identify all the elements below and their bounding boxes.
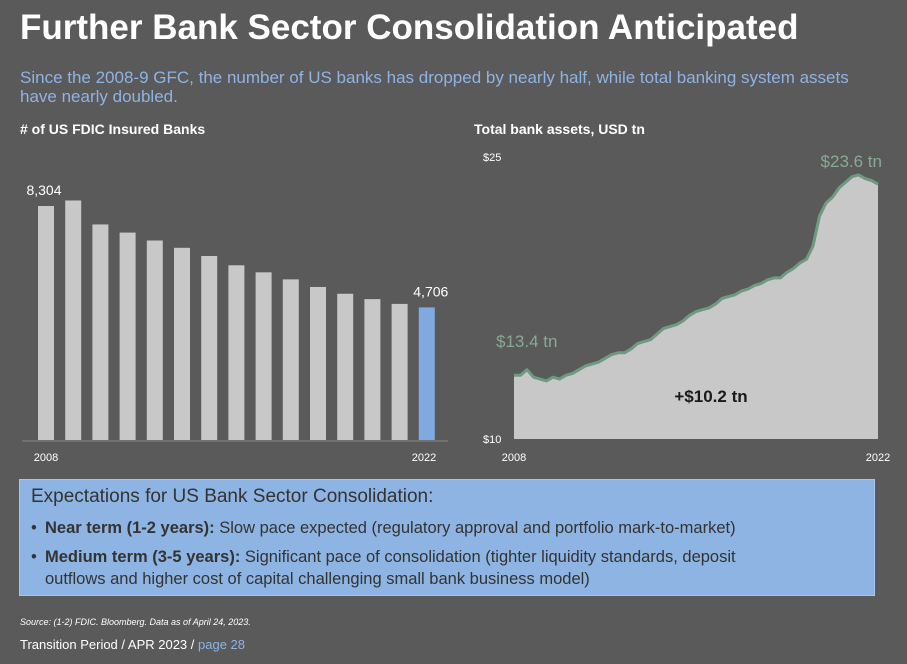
bar-data-label: 4,706 [413, 283, 448, 299]
area-start-annotation: $13.4 tn [496, 332, 557, 351]
medium-term-label: Medium term (3-5 years): [45, 548, 241, 566]
bar [146, 240, 163, 440]
bar [255, 272, 272, 440]
medium-term-bullet: • Medium term (3-5 years): Significant pa… [31, 546, 861, 590]
bar [310, 286, 326, 440]
page-title: Further Bank Sector Consolidation Antici… [20, 8, 799, 47]
source-note: Source: (1-2) FDIC. Bloomberg. Data as o… [20, 617, 251, 627]
expectations-box: Expectations for US Bank Sector Consolid… [19, 479, 875, 596]
page-number-link[interactable]: page 28 [198, 637, 246, 652]
area-fill [514, 174, 878, 439]
area-series-line [514, 173, 879, 383]
medium-term-text-continued: outflows and higher cost of capital chal… [45, 570, 590, 588]
bar [92, 224, 109, 440]
area-change-annotation: +$10.2 tn [674, 387, 747, 406]
bar-x-tick-label: 2022 [412, 452, 436, 464]
medium-term-text: Significant pace of consolidation (tight… [240, 548, 736, 566]
area-x-tick-label: 2022 [866, 452, 890, 464]
bar [228, 265, 245, 440]
bar-highlight [418, 307, 435, 440]
bar [65, 200, 82, 440]
bar [174, 247, 190, 440]
bar-data-label: 8,304 [26, 182, 61, 198]
area-x-tick-label: 2008 [502, 452, 526, 464]
bullet-dot: • [31, 519, 37, 537]
bar-x-tick-label: 2008 [34, 452, 58, 464]
bar [282, 279, 299, 440]
footer-period: Transition Period / APR 2023 / [20, 637, 199, 652]
bank-count-bar-chart: 8,304 4,706 2008 2022 [22, 182, 449, 464]
expectations-title: Expectations for US Bank Sector Consolid… [31, 486, 434, 507]
area-chart-title: Total bank assets, USD tn [474, 121, 645, 137]
bar [364, 299, 381, 440]
bar [119, 232, 136, 440]
bar-chart-title: # of US FDIC Insured Banks [20, 121, 206, 137]
page-subtitle: Since the 2008-9 GFC, the number of US b… [20, 68, 849, 106]
area-y-tick-label: $10 [483, 434, 501, 446]
bullet-dot: • [31, 548, 37, 566]
bar [337, 293, 354, 440]
near-term-text: Slow pace expected (regulatory approval … [214, 519, 736, 537]
bar [391, 303, 408, 440]
near-term-bullet: • Near term (1-2 years): Slow pace expect… [31, 517, 861, 539]
area-y-tick-label: $25 [483, 152, 501, 164]
near-term-label: Near term (1-2 years): [45, 519, 215, 537]
bar [38, 206, 54, 440]
area-end-annotation: $23.6 tn [821, 152, 882, 171]
bar [201, 255, 218, 440]
footer: Transition Period / APR 2023 / page 28 [20, 637, 245, 652]
